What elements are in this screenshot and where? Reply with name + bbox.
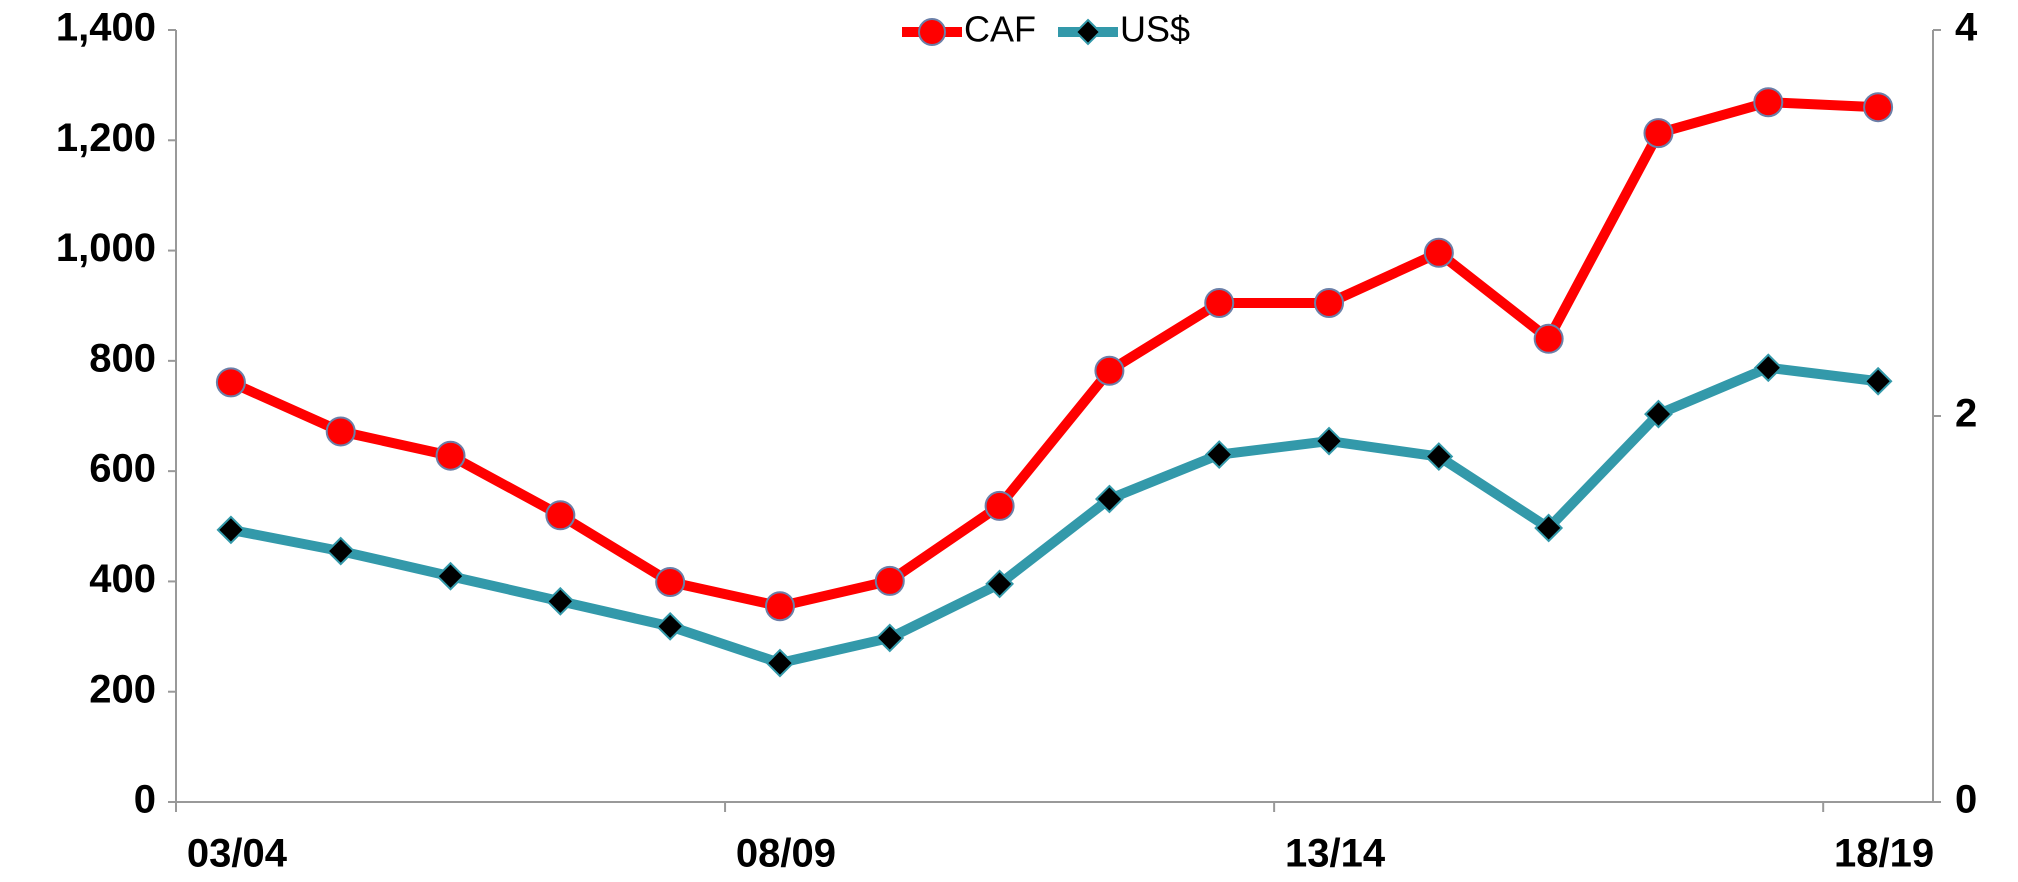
legend-marker	[918, 18, 946, 46]
point	[984, 490, 1015, 521]
point	[765, 648, 795, 678]
point	[436, 561, 465, 591]
point	[875, 623, 905, 653]
point	[545, 500, 576, 531]
point	[1423, 237, 1454, 268]
point	[1863, 92, 1894, 123]
legend-label: US$	[1120, 9, 1190, 50]
point	[1424, 442, 1454, 471]
point	[874, 565, 905, 596]
y-tick-label: 1,400	[56, 6, 156, 50]
series-line	[228, 97, 1879, 612]
point	[1204, 287, 1235, 318]
point	[325, 416, 356, 447]
point	[1643, 118, 1674, 149]
y2-tick-label: 4	[1955, 6, 1978, 50]
point	[985, 569, 1015, 599]
point	[1204, 440, 1234, 470]
point	[764, 591, 795, 622]
point	[1094, 484, 1124, 514]
point	[1753, 87, 1784, 118]
legend-label: CAF	[964, 9, 1036, 50]
point	[435, 440, 466, 471]
point	[216, 515, 246, 545]
point	[1094, 355, 1125, 386]
point	[1534, 513, 1564, 543]
series-line	[229, 362, 1879, 669]
point	[1753, 353, 1783, 383]
y2-tick-label: 2	[1955, 392, 1977, 436]
point	[1863, 366, 1893, 396]
x-tick-label: 08/09	[736, 832, 836, 876]
x-tick-label: 13/14	[1285, 832, 1386, 876]
point	[1644, 399, 1673, 429]
y-tick-label: 600	[89, 447, 156, 491]
y2-tick-label: 0	[1955, 778, 1977, 822]
y-tick-label: 1,000	[56, 226, 156, 270]
y-tick-label: 0	[134, 778, 156, 822]
point	[215, 367, 246, 398]
point	[655, 611, 685, 641]
y-tick-label: 800	[89, 336, 156, 380]
legend-marker	[1074, 18, 1102, 46]
point	[1314, 426, 1344, 456]
y-tick-label: 200	[89, 667, 156, 711]
y-tick-label: 1,200	[56, 116, 156, 160]
point	[326, 536, 356, 566]
point	[655, 566, 686, 597]
point	[545, 586, 575, 616]
x-tick-label: 18/19	[1834, 832, 1934, 876]
point	[1314, 287, 1345, 318]
x-tick-label: 03/04	[187, 832, 288, 876]
y-tick-label: 400	[89, 557, 156, 601]
point	[1533, 323, 1564, 354]
